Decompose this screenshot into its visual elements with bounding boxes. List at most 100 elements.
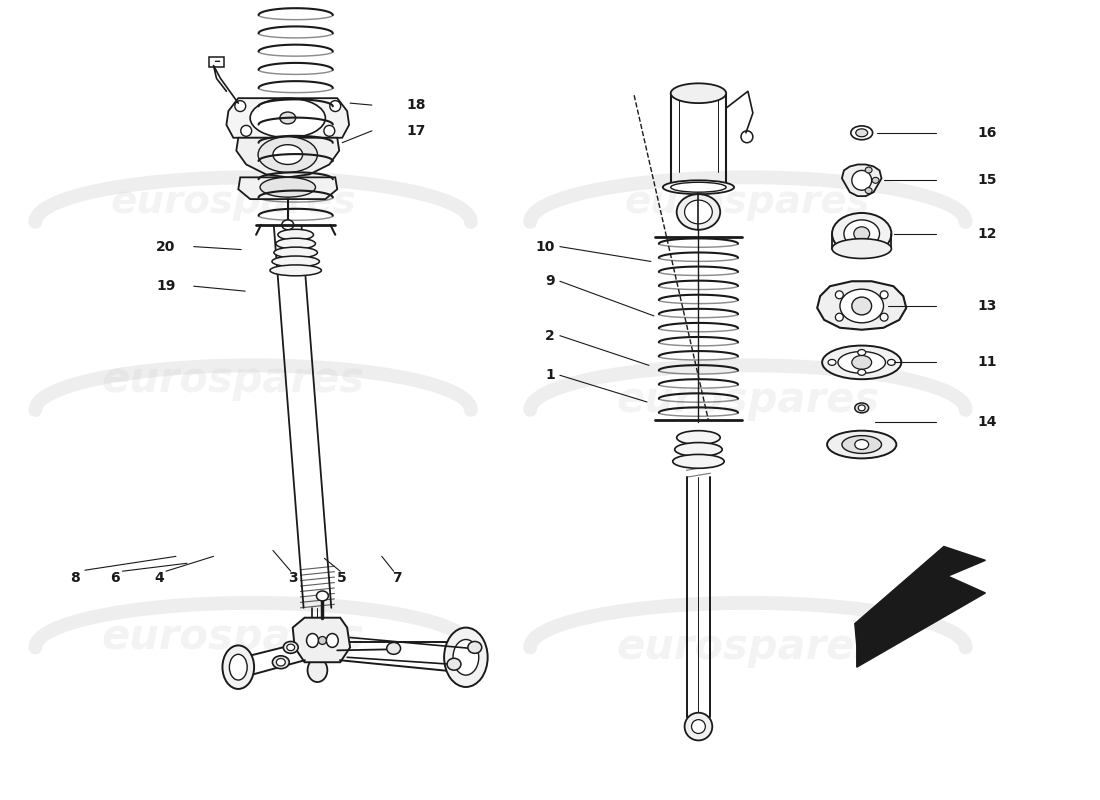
Ellipse shape bbox=[279, 112, 296, 124]
Text: 4: 4 bbox=[154, 571, 164, 585]
Text: 8: 8 bbox=[70, 571, 80, 585]
Ellipse shape bbox=[276, 238, 316, 249]
Ellipse shape bbox=[838, 351, 886, 374]
Ellipse shape bbox=[468, 642, 482, 654]
Ellipse shape bbox=[260, 178, 316, 197]
Ellipse shape bbox=[872, 178, 879, 183]
Ellipse shape bbox=[832, 213, 891, 254]
Ellipse shape bbox=[323, 126, 334, 136]
Ellipse shape bbox=[854, 227, 870, 241]
Ellipse shape bbox=[684, 200, 713, 224]
Text: 12: 12 bbox=[978, 226, 997, 241]
Text: 19: 19 bbox=[156, 279, 176, 293]
Ellipse shape bbox=[284, 642, 298, 654]
Text: 15: 15 bbox=[978, 174, 997, 187]
Bar bbox=[209, 57, 224, 66]
Text: 11: 11 bbox=[978, 355, 997, 370]
Polygon shape bbox=[842, 165, 881, 196]
Ellipse shape bbox=[828, 359, 836, 366]
Text: eurospares: eurospares bbox=[102, 359, 365, 402]
Ellipse shape bbox=[858, 370, 866, 375]
Ellipse shape bbox=[673, 454, 724, 468]
Ellipse shape bbox=[880, 314, 888, 321]
Ellipse shape bbox=[234, 101, 245, 111]
Ellipse shape bbox=[855, 439, 869, 450]
Ellipse shape bbox=[855, 403, 869, 413]
Ellipse shape bbox=[850, 126, 872, 140]
Ellipse shape bbox=[832, 238, 891, 258]
Ellipse shape bbox=[318, 637, 327, 645]
Ellipse shape bbox=[822, 346, 901, 379]
Ellipse shape bbox=[250, 98, 326, 138]
Text: eurospares: eurospares bbox=[110, 183, 356, 221]
Ellipse shape bbox=[851, 170, 871, 190]
Ellipse shape bbox=[274, 247, 318, 258]
Text: 5: 5 bbox=[338, 571, 348, 585]
Text: 3: 3 bbox=[288, 571, 297, 585]
Text: 14: 14 bbox=[978, 414, 997, 429]
Ellipse shape bbox=[866, 188, 872, 194]
Ellipse shape bbox=[676, 194, 720, 230]
Ellipse shape bbox=[250, 0, 260, 1]
Ellipse shape bbox=[272, 256, 319, 267]
Ellipse shape bbox=[387, 642, 400, 654]
Text: 2: 2 bbox=[546, 329, 554, 342]
Ellipse shape bbox=[276, 658, 285, 666]
Ellipse shape bbox=[453, 639, 478, 675]
Text: eurospares: eurospares bbox=[616, 379, 880, 421]
Ellipse shape bbox=[278, 230, 314, 240]
Ellipse shape bbox=[844, 220, 880, 248]
Text: 16: 16 bbox=[978, 126, 997, 140]
Ellipse shape bbox=[671, 182, 726, 192]
Ellipse shape bbox=[444, 628, 487, 687]
Ellipse shape bbox=[287, 644, 295, 650]
Ellipse shape bbox=[317, 591, 328, 601]
Ellipse shape bbox=[858, 350, 866, 355]
Text: eurospares: eurospares bbox=[616, 626, 880, 668]
Ellipse shape bbox=[671, 83, 726, 103]
Polygon shape bbox=[239, 178, 338, 199]
Ellipse shape bbox=[308, 658, 328, 682]
Text: 18: 18 bbox=[407, 98, 426, 112]
Ellipse shape bbox=[241, 126, 252, 136]
Ellipse shape bbox=[866, 167, 872, 173]
Ellipse shape bbox=[676, 430, 720, 445]
Ellipse shape bbox=[858, 405, 866, 411]
Ellipse shape bbox=[674, 442, 723, 457]
Text: 7: 7 bbox=[392, 571, 402, 585]
Ellipse shape bbox=[282, 220, 294, 230]
Text: ━: ━ bbox=[214, 57, 219, 66]
Text: 10: 10 bbox=[536, 240, 554, 254]
Ellipse shape bbox=[842, 436, 881, 454]
Ellipse shape bbox=[330, 101, 341, 111]
Polygon shape bbox=[293, 618, 350, 662]
Ellipse shape bbox=[840, 289, 883, 323]
Ellipse shape bbox=[835, 291, 844, 298]
Text: 17: 17 bbox=[407, 124, 426, 138]
Polygon shape bbox=[227, 98, 349, 138]
Text: eurospares: eurospares bbox=[625, 183, 871, 221]
Ellipse shape bbox=[880, 291, 888, 298]
Ellipse shape bbox=[856, 129, 868, 137]
Ellipse shape bbox=[273, 145, 303, 165]
Polygon shape bbox=[817, 282, 906, 330]
Text: 20: 20 bbox=[156, 240, 176, 254]
Polygon shape bbox=[236, 138, 339, 178]
Ellipse shape bbox=[230, 654, 248, 680]
Text: 1: 1 bbox=[546, 368, 554, 382]
Ellipse shape bbox=[692, 720, 705, 734]
Ellipse shape bbox=[851, 355, 871, 370]
Ellipse shape bbox=[307, 634, 318, 647]
Ellipse shape bbox=[222, 646, 254, 689]
Ellipse shape bbox=[741, 131, 752, 142]
Ellipse shape bbox=[684, 713, 713, 741]
Polygon shape bbox=[855, 546, 986, 667]
Text: 13: 13 bbox=[978, 299, 997, 313]
Text: eurospares: eurospares bbox=[102, 617, 365, 658]
Ellipse shape bbox=[447, 658, 461, 670]
Ellipse shape bbox=[851, 297, 871, 315]
Text: 9: 9 bbox=[546, 274, 554, 288]
Ellipse shape bbox=[888, 359, 895, 366]
Ellipse shape bbox=[663, 180, 734, 194]
Ellipse shape bbox=[835, 314, 844, 321]
